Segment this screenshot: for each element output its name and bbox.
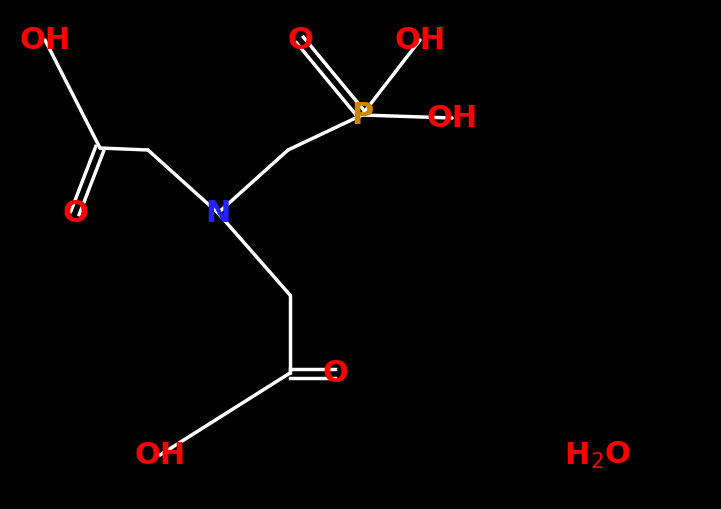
Text: OH: OH: [426, 103, 477, 132]
Text: OH: OH: [19, 25, 71, 54]
Text: O: O: [287, 25, 313, 54]
Text: N: N: [205, 199, 231, 228]
Text: OH: OH: [134, 440, 185, 469]
Text: H: H: [565, 440, 590, 469]
Text: O: O: [62, 199, 88, 228]
Text: OH: OH: [394, 25, 446, 54]
Text: P: P: [351, 100, 373, 129]
Text: $_2$O: $_2$O: [590, 439, 631, 470]
Text: O: O: [322, 358, 348, 387]
